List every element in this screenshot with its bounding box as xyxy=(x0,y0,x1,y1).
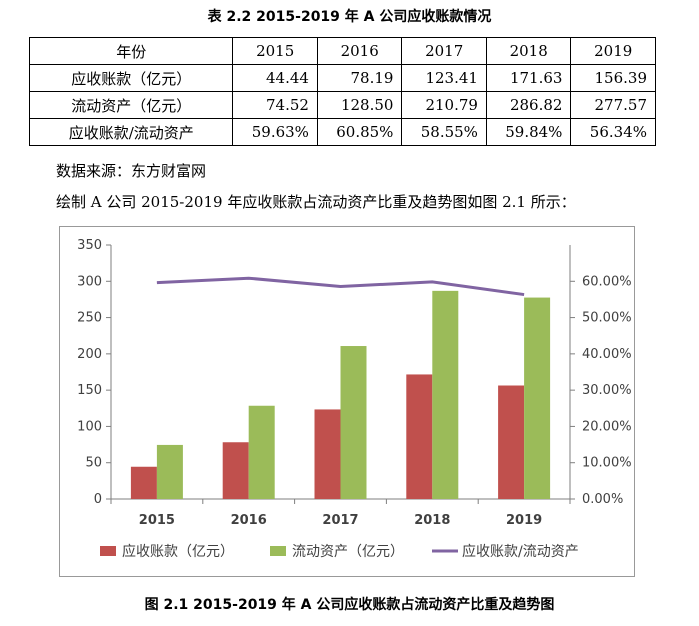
left-tick-label: 100 xyxy=(77,419,102,434)
table-cell: 59.84% xyxy=(485,118,572,146)
bar-receivables xyxy=(406,374,433,499)
table-header-cell: 年份 xyxy=(28,37,234,65)
table-header-cell: 2019 xyxy=(570,37,656,65)
table-cell: 59.63% xyxy=(232,118,318,146)
table-header-cell: 2018 xyxy=(485,37,572,65)
left-tick-label: 350 xyxy=(77,238,102,253)
combo-chart: 0 50 100 150 200 250 300 350 0.00% 10.00% 20.00% 30… xyxy=(77,238,632,560)
x-tick-label: 2017 xyxy=(322,513,358,528)
left-tick-label: 50 xyxy=(85,456,102,471)
table-row: 应收账款/流动资产 59.63% 60.85% 58.55% 59.84% 56… xyxy=(28,118,656,146)
right-tick-label: 60.00% xyxy=(582,274,632,289)
table-row: 应收账款（亿元） 44.44 78.19 123.41 171.63 156.3… xyxy=(28,64,656,92)
right-tick-label: 30.00% xyxy=(582,383,632,398)
table-cell: 44.44 xyxy=(232,64,318,92)
left-tick-label: 200 xyxy=(77,347,102,362)
source-line: 数据来源：东方财富网 xyxy=(56,162,207,180)
table-header-cell: 2016 xyxy=(316,37,403,65)
bar-current-assets xyxy=(156,444,183,499)
legend-label: 应收账款（亿元） xyxy=(122,543,234,560)
table-cell: 应收账款（亿元） xyxy=(28,64,234,92)
data-table: 年份 2015 2016 2017 2018 2019 应收账款（亿元） 44.… xyxy=(28,37,656,146)
table-cell: 78.19 xyxy=(316,64,403,92)
left-tick-label: 300 xyxy=(77,274,102,289)
bar-current-assets xyxy=(340,346,367,499)
x-tick-label: 2016 xyxy=(231,513,267,528)
bar-current-assets xyxy=(524,297,551,499)
chart-frame: 0 50 100 150 200 250 300 350 0.00% 10.00% 20.00% 30… xyxy=(59,226,635,577)
bar-current-assets xyxy=(432,290,459,499)
left-tick-label: 250 xyxy=(77,311,102,326)
ratio-line xyxy=(156,276,525,297)
table-cell: 128.50 xyxy=(316,91,403,119)
table-cell: 171.63 xyxy=(485,64,572,92)
table-cell: 74.52 xyxy=(232,91,318,119)
left-tick-label: 150 xyxy=(77,383,102,398)
table-header-row: 年份 2015 2016 2017 2018 2019 xyxy=(28,37,656,65)
body-line: 绘制 A 公司 2015-2019 年应收账款占流动资产比重及趋势图如图 2.1… xyxy=(56,193,576,211)
right-tick-label: 0.00% xyxy=(582,492,623,507)
table-cell: 应收账款/流动资产 xyxy=(28,118,234,146)
right-tick-label: 50.00% xyxy=(582,311,632,326)
table-title: 表 2.2 2015-2019 年 A 公司应收账款情况 xyxy=(207,9,492,25)
right-tick-label: 20.00% xyxy=(582,419,632,434)
table-row: 流动资产（亿元） 74.52 128.50 210.79 286.82 277.… xyxy=(28,91,656,119)
legend-swatch xyxy=(270,546,286,556)
left-tick-label: 0 xyxy=(94,492,102,507)
x-tick-label: 2015 xyxy=(139,513,175,528)
bar-receivables xyxy=(314,409,341,499)
x-tick-label: 2019 xyxy=(506,513,542,528)
table-cell: 60.85% xyxy=(316,118,403,146)
legend-label: 流动资产（亿元） xyxy=(292,544,404,560)
table-cell: 286.82 xyxy=(485,91,572,119)
table-cell: 123.41 xyxy=(401,64,487,92)
legend-swatch xyxy=(100,546,116,556)
table-cell: 58.55% xyxy=(401,118,487,146)
table-cell: 流动资产（亿元） xyxy=(28,91,234,119)
table-cell: 210.79 xyxy=(401,91,487,119)
bar-current-assets xyxy=(248,405,275,499)
legend-label: 应收账款/流动资产 xyxy=(462,543,579,560)
bar-receivables xyxy=(130,466,157,499)
table-cell: 156.39 xyxy=(570,64,656,92)
right-tick-label: 10.00% xyxy=(582,456,632,471)
right-tick-label: 40.00% xyxy=(582,347,632,362)
table-cell: 277.57 xyxy=(570,91,656,119)
figure-caption: 图 2.1 2015-2019 年 A 公司应收账款占流动资产比重及趋势图 xyxy=(144,597,555,613)
x-tick-label: 2018 xyxy=(414,513,450,528)
bar-receivables xyxy=(498,385,525,499)
table-header-cell: 2017 xyxy=(401,37,487,65)
table-cell: 56.34% xyxy=(570,118,656,146)
table-header-cell: 2015 xyxy=(232,37,318,65)
bar-receivables xyxy=(222,442,249,499)
